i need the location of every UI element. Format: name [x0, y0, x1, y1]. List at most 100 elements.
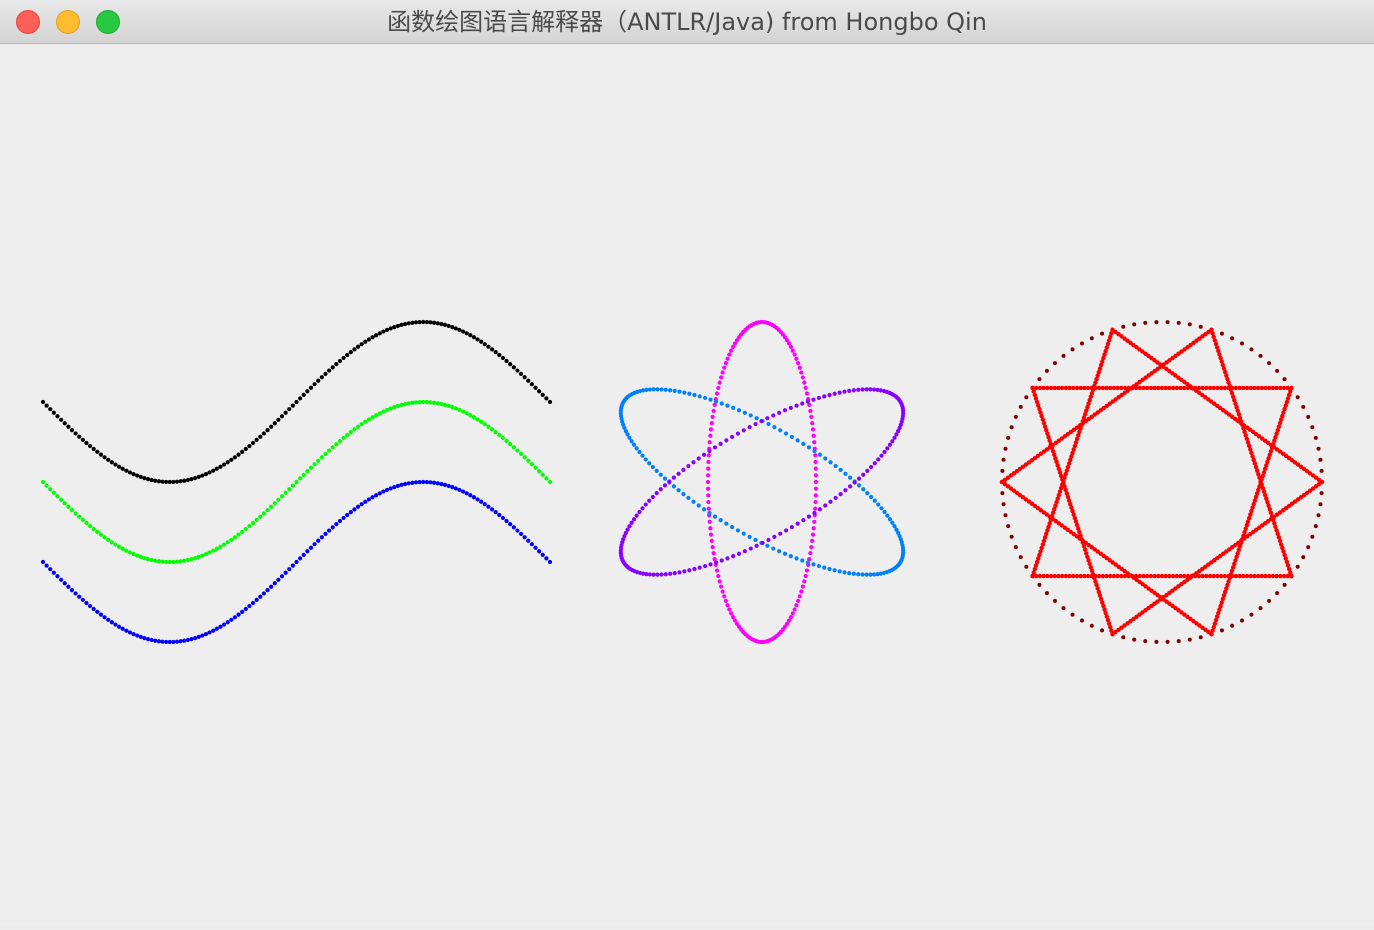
- ellipse-falling-point: [708, 397, 713, 402]
- sine-bottom-point: [486, 504, 491, 509]
- sine-top-point: [167, 479, 172, 485]
- ellipse-vertical-point: [732, 618, 738, 623]
- sine-bottom-point: [193, 635, 198, 641]
- sine-middle-point: [185, 557, 190, 563]
- sine-middle-point: [109, 540, 114, 545]
- ellipse-falling-point: [788, 554, 793, 559]
- minimize-icon[interactable]: [56, 10, 80, 34]
- star-line-point: [1263, 385, 1268, 391]
- sine-bottom-point: [272, 581, 277, 586]
- ellipse-rising-point: [892, 435, 897, 440]
- star-line-point: [1098, 596, 1104, 602]
- star-line-point: [1267, 385, 1272, 391]
- star-line-point: [1102, 352, 1107, 357]
- sine-middle-point: [80, 517, 85, 523]
- star-line-point: [1259, 573, 1265, 579]
- star-line-point: [1219, 600, 1224, 605]
- ellipse-rising-point: [837, 390, 842, 395]
- star-line-point: [1245, 519, 1251, 524]
- star-line-point: [1251, 457, 1256, 463]
- star-line-point: [1274, 431, 1279, 436]
- sine-top-point: [421, 319, 426, 325]
- ellipse-falling-point: [848, 475, 853, 480]
- star-line-point: [1119, 385, 1124, 391]
- ellipse-falling-point: [777, 549, 782, 554]
- sine-middle-point: [533, 465, 538, 470]
- sine-top-point: [511, 365, 516, 370]
- star-line-point: [1243, 433, 1248, 438]
- star-line-point: [1237, 385, 1242, 391]
- star-line-point: [1288, 570, 1293, 575]
- ellipse-rising-point: [725, 556, 730, 561]
- star-line-point: [1236, 547, 1242, 552]
- star-line-point: [1156, 385, 1161, 391]
- ellipse-vertical-point: [711, 408, 716, 413]
- zoom-icon[interactable]: [96, 10, 120, 34]
- star-line-point: [1045, 385, 1050, 391]
- ellipse-rising-point: [748, 546, 753, 551]
- star-line-point: [1278, 417, 1284, 422]
- star-line-point: [1240, 422, 1245, 427]
- star-line-point: [1255, 573, 1261, 579]
- sine-bottom-point: [243, 606, 248, 612]
- sine-middle-point: [87, 523, 93, 529]
- sine-middle-point: [44, 483, 49, 488]
- sine-top-point: [544, 396, 549, 401]
- sine-middle-point: [475, 417, 480, 422]
- sine-middle-point: [236, 532, 241, 537]
- star-line-point: [1148, 573, 1154, 579]
- sine-top-point: [185, 477, 190, 483]
- star-line-point: [1185, 573, 1191, 579]
- sine-bottom-point: [370, 495, 375, 500]
- sine-middle-point: [460, 409, 466, 414]
- ellipse-rising-point: [828, 499, 833, 504]
- star-line-point: [1159, 573, 1165, 579]
- sine-middle-point: [124, 548, 129, 553]
- star-line-point: [1259, 385, 1265, 391]
- star-line-point: [1204, 385, 1209, 391]
- ellipse-vertical-point: [709, 538, 714, 544]
- ellipse-vertical-point: [782, 335, 788, 340]
- sine-top-point: [247, 443, 252, 449]
- ellipse-vertical-point: [804, 391, 810, 396]
- ellipse-falling-point: [640, 453, 645, 458]
- sine-bottom-point: [341, 515, 346, 521]
- sine-bottom-point: [59, 577, 64, 582]
- star-line-point: [1270, 442, 1276, 447]
- circle-outline-point: [1282, 582, 1287, 587]
- ellipse-vertical-point: [810, 421, 815, 426]
- ellipse-rising-point: [671, 475, 676, 480]
- ellipse-rising-point: [760, 540, 765, 546]
- ellipse-rising-point: [847, 388, 852, 393]
- sine-top-point: [377, 331, 382, 336]
- ellipse-rising-point: [783, 528, 789, 533]
- sine-middle-point: [287, 487, 292, 492]
- star-line-point: [1280, 413, 1285, 419]
- star-line-point: [1071, 385, 1076, 391]
- ellipse-vertical-point: [788, 614, 794, 620]
- title-bar[interactable]: 函数绘图语言解释器（ANTLR/Java) from Hongbo Qin: [0, 0, 1374, 44]
- sine-middle-point: [247, 523, 252, 529]
- sine-top-point: [403, 321, 408, 327]
- sine-top-point: [91, 446, 96, 452]
- ellipse-vertical-point: [723, 361, 728, 366]
- sine-bottom-point: [475, 497, 480, 502]
- star-line-point: [1045, 573, 1050, 579]
- star-line-point: [1071, 573, 1076, 579]
- star-line-point: [1269, 514, 1275, 519]
- star-line-point: [1212, 621, 1218, 626]
- star-line-point: [1250, 454, 1255, 459]
- star-line-point: [1255, 385, 1261, 391]
- star-line-point: [1174, 385, 1179, 391]
- ellipse-falling-point: [847, 571, 852, 576]
- sine-curves: [40, 319, 553, 645]
- ellipse-falling-point: [625, 432, 630, 437]
- sine-middle-point: [290, 483, 295, 488]
- close-icon[interactable]: [16, 10, 40, 34]
- star-line-point: [1110, 631, 1115, 637]
- star-line-point: [1094, 376, 1099, 382]
- ellipse-vertical-point: [794, 603, 799, 608]
- ellipse-falling-point: [800, 558, 805, 563]
- star-line-point: [1211, 334, 1216, 340]
- sine-middle-point: [138, 554, 143, 560]
